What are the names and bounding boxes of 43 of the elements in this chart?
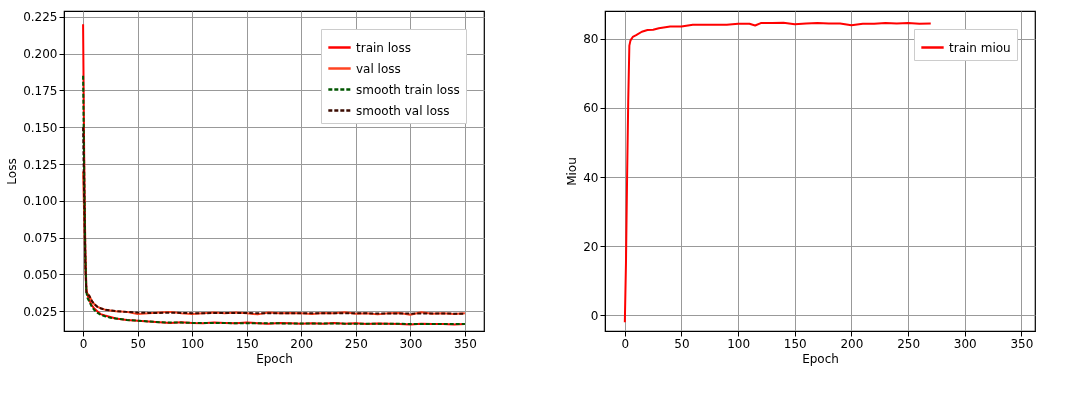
x-tick-label: 200 xyxy=(840,336,864,351)
x-tick-label: 150 xyxy=(235,336,259,351)
y-tick-label: 0.100 xyxy=(23,194,58,209)
x-tick-label: 100 xyxy=(181,336,205,351)
y-tick-label: 0.025 xyxy=(23,304,58,319)
y-tick-label: 60 xyxy=(583,101,599,116)
y-axis-title: Loss xyxy=(5,158,20,185)
x-tick-label: 200 xyxy=(290,336,314,351)
line-series xyxy=(82,126,466,315)
y-tick-label: 0.075 xyxy=(23,231,58,246)
x-tick-label: 0 xyxy=(79,336,88,351)
legend-label: train miou xyxy=(949,40,1011,55)
y-tick-label: 0.175 xyxy=(23,83,58,98)
x-tick-label: 50 xyxy=(130,336,146,351)
legend-label: train loss xyxy=(356,40,411,55)
x-tick-label: 50 xyxy=(674,336,690,351)
line-series xyxy=(82,170,466,316)
legend-label: smooth train loss xyxy=(356,82,460,97)
y-tick-label: 0.150 xyxy=(23,120,58,135)
x-tick-label: 300 xyxy=(399,336,423,351)
x-tick-label: 250 xyxy=(344,336,368,351)
x-tick-label: 300 xyxy=(953,336,977,351)
legend-label: smooth val loss xyxy=(356,103,450,118)
y-tick-label: 0.125 xyxy=(23,157,58,172)
y-tick-label: 20 xyxy=(583,239,599,254)
y-axis-title: Miou xyxy=(565,157,580,186)
x-tick-label: 150 xyxy=(783,336,807,351)
x-axis-title: Epoch xyxy=(802,351,839,366)
x-tick-label: 350 xyxy=(453,336,477,351)
x-axis-title: Epoch xyxy=(256,351,293,366)
y-tick-label: 0.225 xyxy=(23,10,58,25)
y-tick-label: 0.050 xyxy=(23,267,58,282)
x-tick-label: 350 xyxy=(1010,336,1034,351)
legend-label: val loss xyxy=(356,61,401,76)
line-series xyxy=(82,74,466,326)
line-series xyxy=(623,21,932,324)
x-tick-label: 100 xyxy=(727,336,751,351)
x-tick-label: 250 xyxy=(897,336,921,351)
y-tick-label: 0 xyxy=(590,308,599,323)
y-tick-label: 40 xyxy=(583,170,599,185)
y-tick-label: 80 xyxy=(583,32,599,47)
x-tick-label: 0 xyxy=(621,336,630,351)
y-tick-label: 0.200 xyxy=(23,47,58,62)
